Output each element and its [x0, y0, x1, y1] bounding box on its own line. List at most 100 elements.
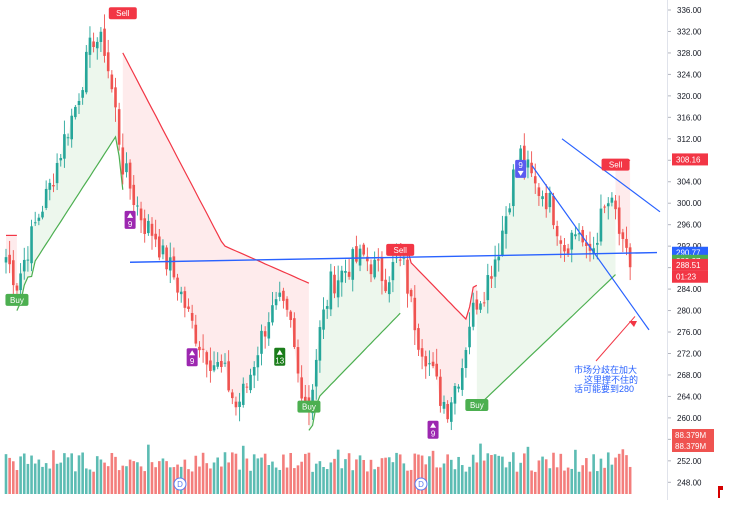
- volume-bar: [329, 462, 333, 494]
- trend-fill-4: [400, 243, 477, 420]
- candle-body: [154, 233, 157, 240]
- candle-body: [497, 256, 501, 261]
- volume-bar: [344, 459, 347, 494]
- volume-bar: [460, 465, 464, 494]
- sell-signal-label: Sell: [609, 161, 623, 170]
- count-badge-box: [427, 420, 439, 439]
- volume-bar: [439, 467, 442, 494]
- volume-label-text: 88.379M: [675, 442, 706, 451]
- axis-tick-label: 300.00: [677, 199, 702, 208]
- volume-bar: [617, 453, 621, 494]
- volume-bar: [271, 461, 274, 494]
- count-badge-label: 9: [431, 430, 436, 439]
- volume-bar: [544, 459, 548, 494]
- candle-body: [293, 318, 296, 348]
- volume-bar: [406, 470, 409, 494]
- volume-bar: [398, 454, 402, 494]
- volume-bar: [574, 449, 577, 494]
- candle-body: [110, 74, 114, 90]
- horizontal-trendline: [129, 251, 658, 263]
- volume-bar: [420, 455, 424, 494]
- axis-tick-label: 316.00: [677, 113, 702, 122]
- candle-body: [460, 368, 464, 390]
- volume-bar: [351, 470, 355, 494]
- candle-body: [41, 211, 44, 218]
- dividend-marker-1: [414, 477, 428, 491]
- volume-bar: [347, 453, 351, 494]
- volume-bar: [114, 456, 117, 494]
- candle-body: [504, 216, 508, 234]
- candle-body: [380, 256, 384, 282]
- volume-bar: [227, 462, 230, 494]
- annotation-text-line: 话可能要到280: [574, 383, 634, 394]
- volume-bar: [508, 461, 511, 494]
- volume-bar: [581, 465, 584, 494]
- volume-bar: [610, 464, 614, 494]
- price-label-text: 290.77: [676, 249, 701, 258]
- candle-body: [417, 328, 420, 350]
- count-badge-box: [274, 347, 286, 366]
- price-label-box: [672, 153, 708, 166]
- drawn-trendlines[interactable]: [129, 138, 661, 362]
- candle-body: [172, 256, 176, 278]
- volume-bar: [304, 453, 307, 494]
- dividend-marker-label: D: [418, 480, 424, 489]
- volume-bar: [300, 461, 303, 494]
- volume-bar: [12, 461, 15, 494]
- candle-body: [48, 182, 52, 190]
- candle-body: [322, 309, 325, 330]
- buy-signal-box: [5, 293, 29, 306]
- volume-bar: [154, 467, 157, 494]
- candle-body: [44, 188, 48, 208]
- trend-fill-3: [308, 248, 401, 431]
- volume-bar: [493, 454, 497, 494]
- volume-bar: [497, 455, 501, 494]
- volume-bar: [366, 471, 369, 494]
- candle-body: [402, 257, 406, 259]
- candle-body: [271, 305, 274, 323]
- candle-body: [336, 280, 340, 298]
- axis-tick-label: 280.00: [677, 307, 702, 316]
- candle-body: [220, 360, 223, 367]
- volume-bar: [55, 463, 59, 494]
- candle-body: [66, 137, 70, 139]
- volume-bar: [482, 460, 486, 494]
- candle-body: [132, 184, 136, 206]
- candle-body: [387, 282, 391, 295]
- volume-bar: [387, 457, 391, 494]
- count-badge-label: 9: [518, 161, 523, 170]
- volume-bar: [125, 466, 128, 494]
- candle-body: [599, 208, 603, 242]
- price-axis[interactable]: 336.00 332.00 328.00 324.00 320.00 316.00 312.…: [667, 0, 715, 500]
- axis-tick-label: 324.00: [677, 70, 702, 79]
- candle-body: [512, 169, 515, 207]
- sell-signal-box: [108, 7, 137, 20]
- volume-bar: [190, 471, 194, 494]
- candle-body: [519, 148, 522, 165]
- volume-bar: [8, 457, 11, 494]
- candle-body: [190, 312, 194, 321]
- candle-body: [234, 401, 238, 408]
- volume-bar: [165, 461, 168, 494]
- volume-bar: [15, 470, 19, 494]
- volume-bar: [340, 468, 344, 494]
- candle-body: [249, 374, 252, 391]
- annotation-text-line: 这里撑不住的: [584, 374, 638, 385]
- candle-body: [52, 185, 55, 187]
- volume-bar: [311, 471, 314, 494]
- candle-body: [450, 402, 453, 422]
- volume-bar: [409, 469, 413, 494]
- volume-bar: [289, 452, 292, 494]
- volume-bar: [238, 469, 241, 494]
- candle-body: [304, 396, 307, 402]
- price-label-text: 288.51: [676, 261, 701, 270]
- candle-body: [570, 232, 574, 250]
- buy-signal-label: Buy: [470, 401, 484, 410]
- candle-body: [37, 217, 41, 221]
- candle-body: [26, 259, 30, 261]
- dividend-marker-label: D: [177, 480, 183, 489]
- candle-body: [300, 377, 303, 399]
- candle-body: [606, 203, 610, 207]
